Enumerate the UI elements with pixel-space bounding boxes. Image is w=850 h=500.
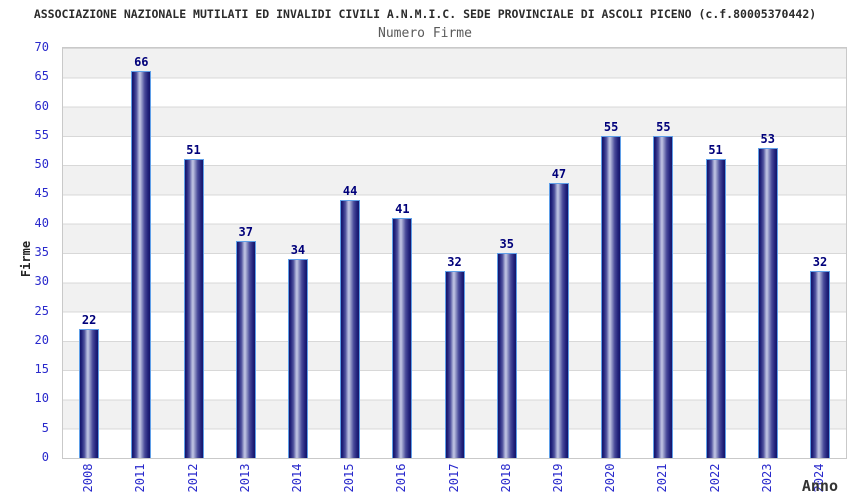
y-tick-label: 35: [34, 245, 49, 259]
y-tick-label: 10: [34, 391, 49, 406]
x-tick-label: 2012: [185, 463, 200, 493]
bar-value-label: 53: [760, 131, 775, 146]
x-tick-label: 2017: [446, 463, 461, 493]
bar: [340, 200, 361, 458]
bar-value-label: 22: [81, 313, 97, 328]
x-tick-slot: 2014: [271, 458, 323, 500]
bar: [653, 135, 674, 458]
x-tick-slot: 2011: [114, 458, 166, 500]
x-tick-label: 2013: [237, 463, 252, 493]
bar: [705, 159, 726, 458]
bar: [601, 135, 622, 458]
bar-slot: 32: [428, 48, 480, 458]
chart-subtitle: Numero Firme: [378, 26, 472, 41]
bar-value-label: 34: [290, 242, 306, 257]
x-tick-slot: 2019: [532, 458, 584, 500]
bar-slot: 55: [637, 48, 689, 458]
bar-slot: 32: [794, 48, 846, 458]
x-tick-slot: 2017: [427, 458, 479, 500]
y-tick-label: 65: [34, 69, 49, 84]
bar-value-label: 37: [238, 225, 253, 240]
chart-title: ASSOCIAZIONE NAZIONALE MUTILATI ED INVAL…: [33, 7, 817, 21]
bar-slot: 44: [324, 48, 376, 458]
y-tick-label: 60: [34, 98, 49, 113]
y-tick-label: 40: [34, 215, 49, 230]
plot-area: 22 66 51 37 34 44 41 32 35 47 55 55 51 53 32: [62, 47, 847, 459]
bar: [496, 253, 517, 458]
bar-value-label: 41: [395, 201, 410, 216]
x-tick-label: 2020: [603, 463, 618, 493]
bar: [183, 159, 204, 458]
y-tick-label: 30: [34, 274, 49, 289]
x-tick-label: 2023: [759, 463, 774, 493]
x-tick-slot: 2012: [166, 458, 218, 500]
bar-value-label: 47: [551, 166, 567, 181]
x-tick-slot: 2020: [584, 458, 636, 500]
bar: [548, 182, 569, 458]
bar-value-label: 35: [499, 237, 514, 251]
x-tick-label: 2022: [707, 463, 722, 493]
bar-slot: 37: [220, 48, 272, 458]
x-tick-slot: 2016: [375, 458, 427, 500]
bar: [287, 258, 308, 458]
y-tick-label: 0: [41, 450, 49, 464]
x-tick-label: 2015: [342, 463, 357, 493]
bar-slot: 66: [115, 48, 167, 458]
x-tick-slot: 2021: [636, 458, 688, 500]
bar-value-label: 32: [447, 254, 462, 269]
bar-value-label: 51: [708, 143, 723, 158]
bar-value-label: 44: [342, 184, 358, 199]
x-tick-label: 2021: [655, 463, 670, 493]
bar: [444, 270, 465, 458]
x-tick-slot: 2015: [323, 458, 375, 500]
y-tick-label: 45: [34, 186, 49, 201]
x-axis-title: Anno: [801, 477, 838, 495]
x-tick-slot: 2023: [741, 458, 793, 500]
y-tick-label: 50: [34, 157, 49, 172]
bar-value-label: 51: [186, 143, 201, 158]
bar-slot: 22: [63, 48, 115, 458]
y-tick-label: 15: [34, 362, 49, 377]
x-tick-label: 2008: [81, 463, 96, 493]
bar: [131, 71, 152, 458]
x-tick-label: 2011: [133, 463, 148, 493]
bar-slot: 34: [272, 48, 324, 458]
bar-value-label: 66: [134, 55, 149, 70]
bar-value-label: 55: [603, 119, 619, 134]
bar-slot: 47: [533, 48, 585, 458]
bar: [79, 329, 100, 458]
y-tick-label: 20: [34, 332, 49, 347]
x-tick-label: 2019: [550, 463, 565, 493]
x-tick-label: 2014: [289, 463, 304, 493]
bar-value-label: 55: [656, 119, 671, 134]
bar-slot: 35: [481, 48, 533, 458]
bar-value-label: 32: [812, 254, 828, 269]
bar: [235, 241, 256, 458]
bar-slot: 51: [167, 48, 219, 458]
bar-slot: 41: [376, 48, 428, 458]
bar: [757, 147, 778, 458]
y-tick-label: 70: [34, 40, 49, 54]
x-axis-tick-labels: 2008 2011 2012 2013 2014 2015 2016 2017 2018 2019…: [62, 458, 845, 500]
bar: [809, 270, 830, 458]
y-tick-label: 5: [41, 420, 49, 435]
y-axis-tick-labels: 0 5 10 15 20 25 30 35 40 45 50 55 60 65 70: [0, 40, 56, 464]
y-tick-label: 25: [34, 303, 49, 318]
y-tick-label: 55: [34, 127, 49, 142]
x-tick-slot: 2013: [219, 458, 271, 500]
x-tick-slot: 2018: [480, 458, 532, 500]
x-tick-slot: 2022: [688, 458, 740, 500]
bar: [392, 217, 413, 458]
x-tick-label: 2016: [394, 463, 409, 493]
bar-slot: 51: [689, 48, 741, 458]
x-tick-slot: 2008: [62, 458, 114, 500]
bar-slot: 55: [585, 48, 637, 458]
x-tick-label: 2018: [498, 463, 513, 493]
bar-slot: 53: [742, 48, 794, 458]
